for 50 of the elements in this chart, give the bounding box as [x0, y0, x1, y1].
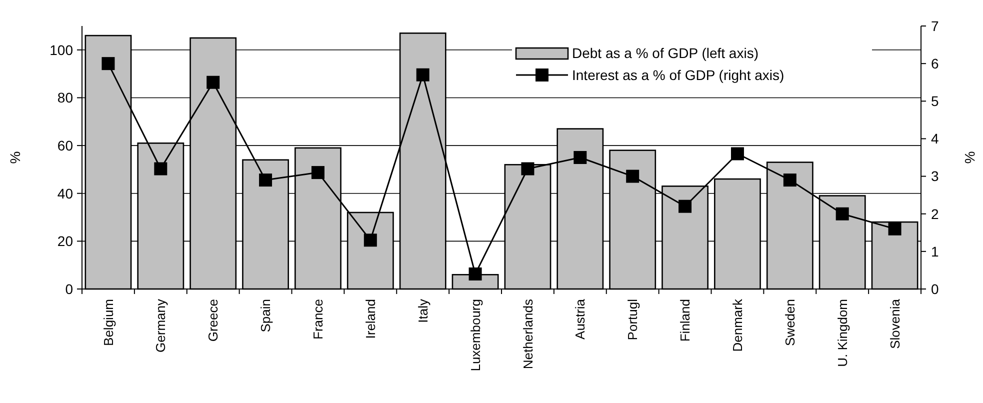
point [102, 57, 115, 70]
point [521, 162, 534, 176]
x-tick-label: Spain [258, 299, 274, 332]
legend-label: Debt as a % of GDP (left axis) [572, 44, 758, 61]
legend-label: Interest as a % of GDP (right axis) [572, 66, 784, 83]
point [468, 267, 482, 280]
point [259, 174, 272, 187]
point [154, 162, 168, 176]
y-tick-label: 20 [57, 233, 74, 250]
y2-tick-label: 1 [931, 243, 939, 260]
x-tick-label: Ireland [362, 299, 378, 339]
point [574, 151, 587, 164]
x-tick-label: Luxembourg [468, 299, 483, 372]
point [783, 174, 796, 187]
x-tick-label: Sweden [782, 299, 798, 346]
x-tick-label: Belgium [100, 299, 116, 346]
x-tick-label: Denmark [730, 298, 746, 352]
point [206, 76, 220, 89]
y-tick-label: 0 [65, 280, 74, 297]
y2-tick-label: 0 [931, 280, 939, 297]
y2-tick-label: 5 [931, 93, 939, 110]
point [416, 68, 430, 82]
point [888, 222, 902, 236]
y2-tick-label: 7 [931, 18, 939, 34]
x-tick-label: Netherlands [520, 298, 536, 370]
y2-tick-label: 2 [931, 206, 939, 222]
x-tick-label: France [310, 299, 326, 340]
point [364, 234, 377, 247]
y2-tick-label: 6 [931, 55, 939, 72]
y2-tick-label: 4 [931, 130, 939, 147]
y2-axis-title: % [962, 151, 978, 164]
x-tick-label: Germany [153, 298, 168, 352]
point [626, 170, 640, 183]
x-tick-label: Slovenia [887, 298, 902, 349]
y-axis-title: % [7, 151, 23, 164]
point [836, 207, 849, 220]
point [678, 200, 692, 213]
x-tick-label: Austria [572, 298, 588, 340]
x-tick-label: U. Kingdom [834, 299, 850, 367]
y-tick-label: 80 [57, 90, 74, 106]
x-tick-label: Finland [678, 299, 693, 342]
x-tick-label: Portugl [625, 298, 640, 340]
y-tick-label: 100 [50, 42, 74, 58]
x-tick-label: Greece [206, 299, 221, 342]
y-tick-label: 40 [57, 185, 74, 202]
y2-tick-label: 3 [931, 168, 939, 184]
point [730, 147, 744, 160]
x-tick-label: Italy [415, 298, 430, 323]
point [311, 166, 324, 180]
y-tick-label: 60 [57, 137, 74, 154]
